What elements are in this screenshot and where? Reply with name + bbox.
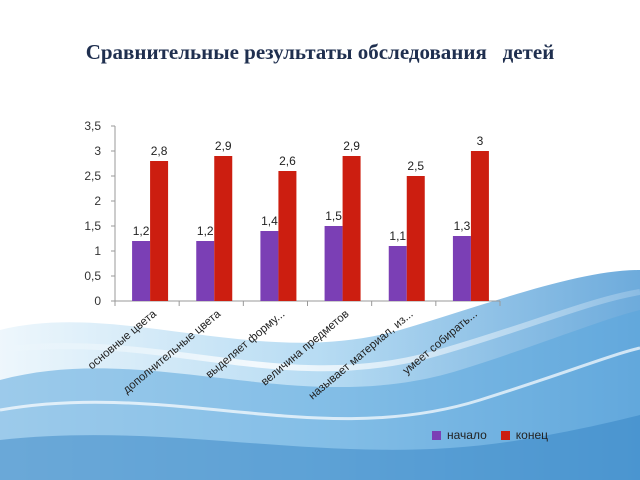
- data-label: 2,8: [151, 144, 168, 158]
- y-tick-label: 0: [94, 294, 101, 308]
- bar-series2: [278, 171, 297, 301]
- data-label: 2,6: [279, 154, 296, 168]
- legend-swatch-series2: [500, 430, 510, 440]
- legend-label-series1: начало: [447, 428, 487, 442]
- legend-label-series2: конец: [515, 428, 549, 442]
- x-tick-label: называет материал, из...: [307, 308, 416, 402]
- y-tick-label: 3: [94, 144, 101, 158]
- y-tick-label: 1,5: [84, 219, 101, 233]
- data-label: 1,2: [197, 224, 214, 238]
- slide-title: Сравнительные результаты обследования де…: [85, 40, 555, 64]
- data-label: 2,9: [215, 139, 232, 153]
- legend-item-series1: начало: [432, 428, 487, 442]
- y-tick-label: 3,5: [84, 119, 101, 133]
- bar-series1: [196, 241, 215, 301]
- data-label: 1,3: [454, 219, 471, 233]
- bar-series2: [406, 176, 425, 301]
- y-tick-label: 1: [94, 244, 101, 258]
- bar-series2: [214, 156, 233, 301]
- data-label: 1,1: [389, 229, 406, 243]
- bar-series2: [470, 151, 489, 301]
- bar-series2: [342, 156, 361, 301]
- y-tick-label: 0,5: [84, 269, 101, 283]
- bar-series1: [388, 246, 407, 301]
- legend-swatch-series1: [432, 430, 441, 440]
- x-tick-label: основные цвета: [86, 308, 160, 372]
- y-tick-label: 2,5: [84, 169, 101, 183]
- data-label: 1,5: [325, 209, 342, 223]
- data-label: 3: [477, 134, 484, 148]
- bar-series1: [324, 226, 343, 301]
- bar-series1: [452, 236, 471, 301]
- legend-item-series2: конец: [500, 428, 549, 442]
- y-tick-label: 2: [94, 194, 101, 208]
- chart-legend: начало конец: [432, 428, 548, 442]
- data-label: 1,4: [261, 214, 278, 228]
- bar-series1: [132, 241, 151, 301]
- data-label: 2,9: [343, 139, 360, 153]
- data-label: 2,5: [407, 159, 424, 173]
- bar-series2: [150, 161, 169, 301]
- data-label: 1,2: [133, 224, 150, 238]
- bar-series1: [260, 231, 279, 301]
